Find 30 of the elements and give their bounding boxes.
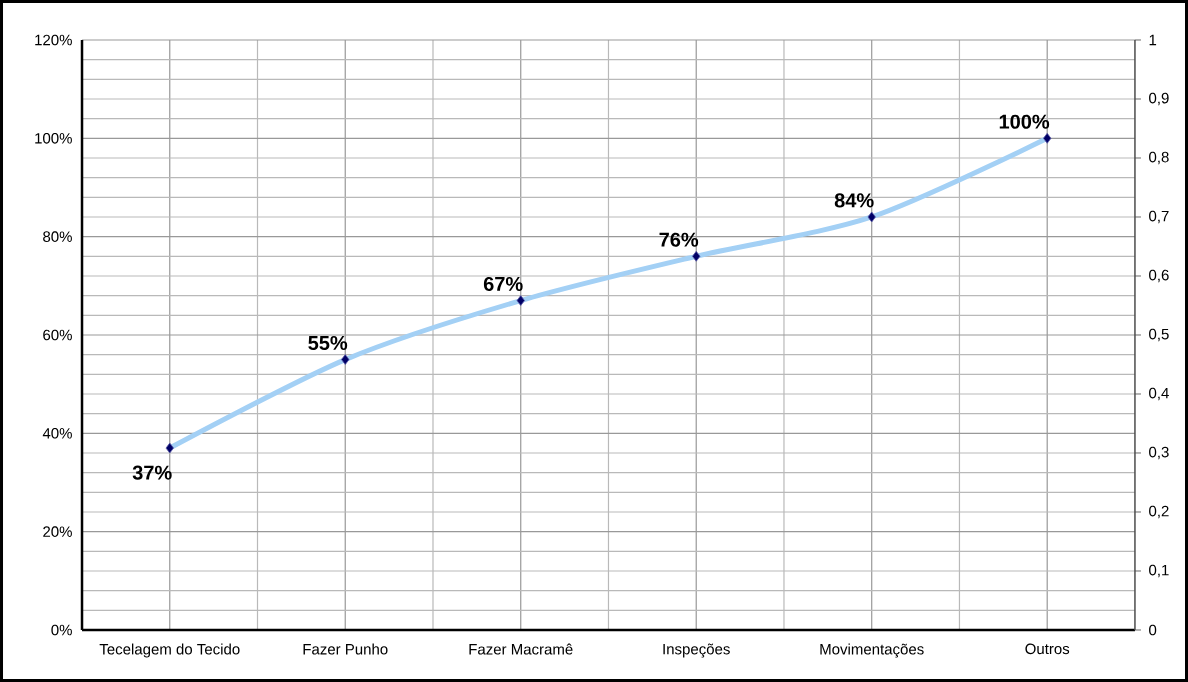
y2-tick-label: 1 (1149, 34, 1157, 46)
data-label: 67% (483, 276, 523, 292)
y2-tick-label: 0 (1149, 624, 1157, 636)
x-tick-label: Tecelagem do Tecido (99, 643, 240, 658)
y2-tick-label: 0,1 (1149, 564, 1169, 578)
y2-tick-label: 0,4 (1149, 387, 1169, 401)
y2-tick-label: 0,2 (1149, 505, 1169, 519)
y2-tick-label: 0,7 (1149, 210, 1169, 224)
data-label: 37% (132, 465, 172, 480)
x-tick-label: Fazer Macramê (469, 643, 573, 655)
data-label: 55% (308, 335, 348, 351)
y2-tick-label: 0,5 (1149, 328, 1169, 342)
y2-tick-label: 0,9 (1149, 92, 1169, 106)
y-tick-label: 120% (35, 34, 72, 46)
x-tick-label: Fazer Punho (303, 643, 388, 655)
data-label: 76% (659, 232, 699, 247)
data-label: 84% (834, 193, 874, 208)
y-tick-label: 100% (35, 133, 72, 144)
x-tick-label: Movimentações (820, 643, 924, 658)
y-tick-label: 80% (43, 231, 72, 242)
y-tick-label: 20% (43, 526, 72, 537)
y-tick-label: 60% (43, 329, 72, 341)
y2-tick-label: 0,8 (1149, 151, 1169, 165)
y-tick-label: 0% (51, 624, 72, 636)
y2-tick-label: 0,3 (1149, 446, 1169, 460)
y-tick-label: 40% (42, 428, 72, 439)
x-tick-label: Outros (1025, 643, 1070, 655)
data-label: 100% (999, 114, 1050, 129)
y2-tick-label: 0,6 (1149, 269, 1169, 283)
x-tick-label: Inspeções (663, 643, 730, 658)
